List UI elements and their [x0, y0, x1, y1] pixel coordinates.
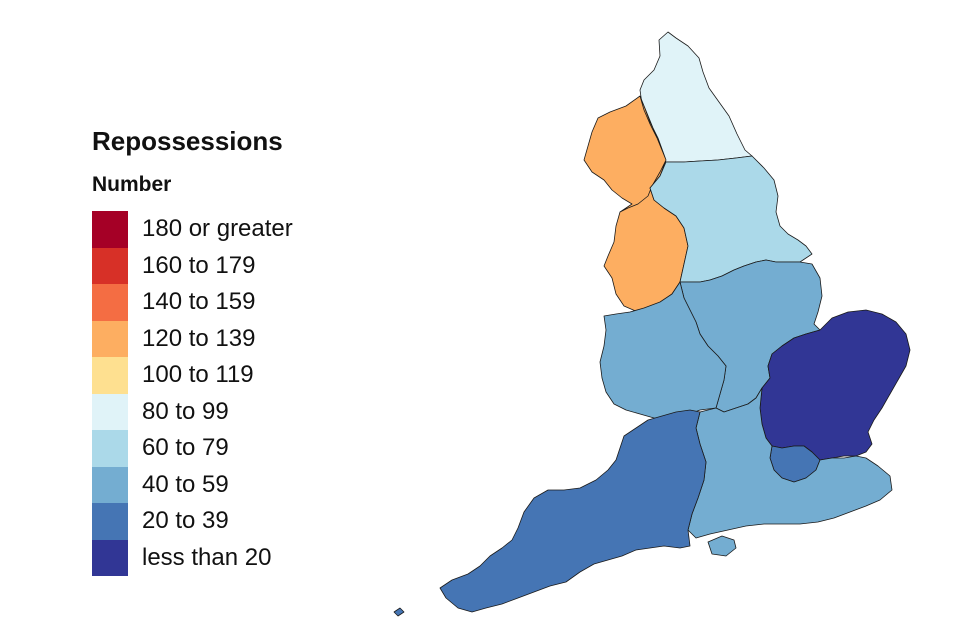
legend-item: 100 to 119 [92, 357, 293, 394]
legend-label: 100 to 119 [142, 361, 254, 389]
legend-swatch [92, 539, 128, 576]
legend-swatch [92, 247, 128, 284]
legend-item: 120 to 139 [92, 320, 293, 357]
legend-swatch [92, 503, 128, 540]
legend-label: 80 to 99 [142, 397, 229, 425]
legend-label: 160 to 179 [142, 251, 256, 279]
legend-item: 160 to 179 [92, 247, 293, 284]
legend-swatch [92, 211, 128, 248]
legend-swatch [92, 357, 128, 394]
legend-swatch [92, 320, 128, 357]
legend-label: 180 or greater [142, 215, 293, 243]
legend-item: 20 to 39 [92, 503, 293, 540]
legend-item: 140 to 159 [92, 284, 293, 321]
legend-swatch [92, 284, 128, 321]
legend-label: 60 to 79 [142, 434, 229, 462]
legend-swatch [92, 430, 128, 467]
legend-item: less than 20 [92, 539, 293, 576]
region-west-midlands [599, 281, 727, 421]
map-legend: Repossessions Number 180 or greater 160 … [92, 128, 293, 576]
region-north-west [583, 95, 689, 313]
legend-label: 140 to 159 [142, 288, 256, 316]
legend-label: 120 to 139 [142, 324, 256, 352]
legend-subtitle: Number [92, 173, 172, 196]
region-south-west [439, 409, 707, 613]
legend-swatch [92, 466, 128, 503]
legend-swatch [92, 393, 128, 430]
legend-label: 20 to 39 [142, 507, 229, 535]
region-island-isles-of-scilly [393, 607, 405, 617]
legend-item: 180 or greater [92, 211, 293, 248]
legend-label: less than 20 [142, 543, 272, 571]
legend-item: 40 to 59 [92, 466, 293, 503]
legend-title: Repossessions [92, 126, 283, 156]
legend-label: 40 to 59 [142, 470, 229, 498]
region-east-of-england [759, 309, 911, 461]
legend-items: 180 or greater 160 to 179 140 to 159 120… [92, 211, 293, 576]
legend-item: 60 to 79 [92, 430, 293, 467]
legend-item: 80 to 99 [92, 393, 293, 430]
